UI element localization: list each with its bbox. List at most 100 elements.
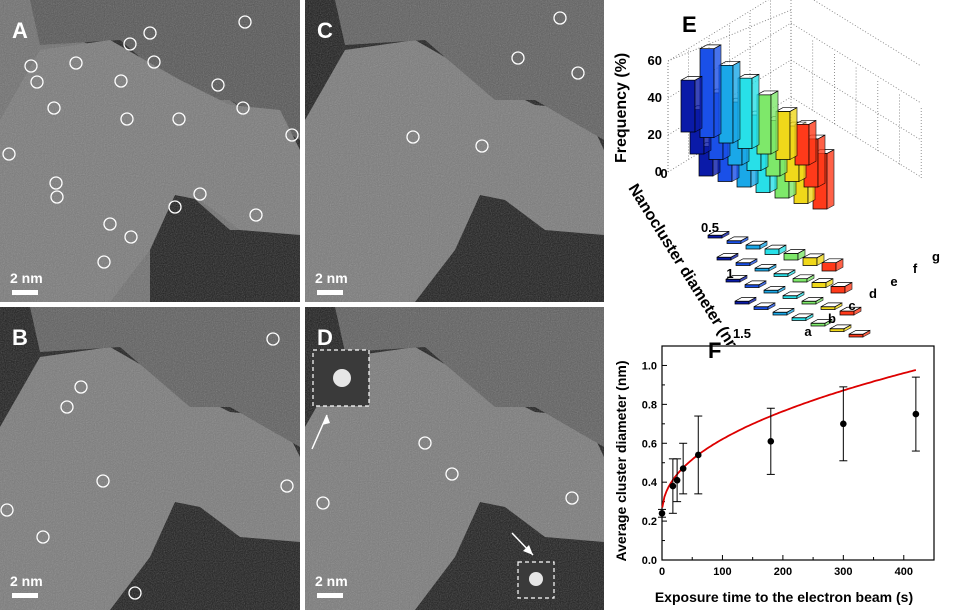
- y-tick-label: 0.2: [642, 516, 657, 528]
- bar-s2-d6-top: [772, 308, 795, 313]
- data-point: [669, 482, 677, 490]
- micrograph-a-image: [0, 0, 300, 302]
- plot-frame: [661, 345, 935, 561]
- fit-curve: [661, 369, 917, 508]
- bar-s4-d4-top: [792, 274, 815, 280]
- y-tick-label: 1.5: [733, 326, 751, 341]
- panel-label-b: B: [12, 325, 28, 350]
- y-axis-label: Average cluster diameter (nm): [613, 361, 629, 562]
- x-tick-label: 200: [774, 566, 792, 578]
- micrograph-c-image: [305, 0, 604, 302]
- panel-label-c: C: [317, 18, 333, 43]
- x-tick-label: g: [932, 249, 940, 264]
- y-tick-label: 0: [660, 166, 667, 181]
- bar-s3-d3: [764, 248, 780, 255]
- y-tick-label: 0.4: [642, 477, 658, 489]
- bar-s2-d0-top: [718, 61, 741, 66]
- bar-s2-d3-top: [745, 240, 768, 246]
- bar-s1-d0-top: [699, 44, 722, 50]
- bar-s5-d4: [811, 282, 827, 288]
- scale-bar-label-b: 2 nm: [10, 573, 43, 589]
- inset-top: [311, 349, 370, 450]
- data-point: [840, 420, 847, 428]
- bar-s6-d3: [821, 262, 837, 272]
- bar-s6-d5-top: [839, 306, 862, 312]
- scatter-chart: 0.0 0.2 0.4 0.6 0.8 1.0 0 100 200 300 400 Exposure …: [613, 338, 935, 605]
- inset-bottom: [511, 532, 555, 599]
- bar-s1-d3: [726, 240, 742, 244]
- micrograph-panel-b: B 2 nm: [0, 307, 300, 610]
- x-tick-label: 0: [659, 566, 665, 578]
- scale-bar-c: [317, 290, 343, 295]
- histogram-3d-panel-e: Frequency (%) 0 20 40 60 Nanocluster diameter…: [606, 0, 953, 345]
- bar-s1-d4-top: [735, 258, 758, 264]
- bar-s4-d0-side: [770, 90, 779, 155]
- bar-s0-d4: [716, 256, 732, 261]
- bar-s2-d6: [772, 311, 788, 316]
- grid-line: [667, 0, 769, 62]
- bar-s5-d4-top: [811, 278, 834, 283]
- x-tick-label: e: [890, 274, 897, 289]
- data-point: [673, 476, 681, 484]
- bar-s6-d2-side: [826, 149, 835, 210]
- data-point: [658, 510, 666, 517]
- grid-line: [790, 22, 922, 104]
- bar-s5-d3-top: [802, 253, 825, 259]
- bar-s4-d3: [783, 252, 799, 261]
- z-tick-label: 0: [655, 164, 662, 179]
- x-tick-label: 100: [713, 566, 731, 578]
- data-point: [767, 438, 775, 445]
- bar-s3-d5-top: [782, 291, 805, 297]
- x-tick-label: c: [848, 298, 855, 313]
- bar-s0-d6-top: [734, 297, 757, 302]
- bar-s0-d6: [734, 300, 750, 305]
- bar-s0-d5-top: [725, 275, 748, 280]
- bar-s0-d3: [707, 234, 723, 239]
- z-tick-label: 60: [648, 53, 662, 68]
- bar-s2-d0-side: [732, 60, 741, 144]
- bar-s6-d4: [830, 285, 846, 294]
- micrograph-panel-d: D 2 nm: [305, 307, 604, 610]
- bar-s5-d5-top: [820, 302, 843, 308]
- bar-s3-d0-top: [737, 73, 760, 79]
- bar-s3-d6: [791, 317, 807, 321]
- scale-bar-label-c: 2 nm: [315, 270, 348, 286]
- bar-s0-d4-top: [716, 253, 739, 258]
- panel-label-d: D: [317, 325, 333, 350]
- y-tick-label: 0.0: [642, 555, 657, 567]
- bar-s3-d3-top: [764, 244, 787, 250]
- chart-axes: 0.0 0.2 0.4 0.6 0.8 1.0 0 100 200 300 400 Exposure …: [613, 338, 935, 605]
- bar-s1-d5: [744, 284, 760, 288]
- y-tick-label: 0.8: [642, 399, 657, 411]
- bar-s2-d4: [754, 267, 770, 272]
- y-tick-label: 0.6: [642, 438, 657, 450]
- bar-s6-d6-top: [848, 330, 871, 335]
- micrograph-panel-a: A 2 nm: [0, 0, 300, 302]
- grid-line: [812, 0, 922, 67]
- bar-s0-d3-top: [707, 231, 730, 236]
- bar-s0-d0: [680, 79, 696, 133]
- bar-s2-d4-top: [754, 264, 777, 269]
- bar-s1-d4: [735, 262, 751, 266]
- scale-bar-label-a: 2 nm: [10, 270, 43, 286]
- bar-s6-d4-top: [830, 282, 853, 287]
- bar-s1-d6-top: [753, 302, 776, 308]
- data-points: [658, 376, 920, 518]
- bar-s5-d0-top: [775, 107, 798, 112]
- z-tick-label: 20: [648, 127, 662, 142]
- scale-bar-b: [12, 593, 38, 598]
- bar-s1-d6: [753, 306, 769, 310]
- bar-s4-d3-top: [783, 249, 806, 254]
- z-tick-label: 40: [648, 90, 662, 105]
- micrograph-panel-c: C 2 nm: [305, 0, 604, 302]
- histogram-3d-plot: Frequency (%) 0 20 40 60 Nanocluster diameter…: [613, 0, 940, 345]
- panel-label-f: F: [708, 338, 721, 363]
- x-tick-label: d: [869, 286, 877, 301]
- panel-label-a: A: [12, 18, 28, 43]
- bar-s4-d0-top: [756, 90, 779, 96]
- bar-s6-d1-side: [817, 134, 826, 188]
- data-point: [912, 410, 920, 418]
- data-point: [679, 465, 687, 472]
- bar-s5-d6-top: [829, 324, 852, 330]
- bar-s2-d5-top: [763, 286, 786, 291]
